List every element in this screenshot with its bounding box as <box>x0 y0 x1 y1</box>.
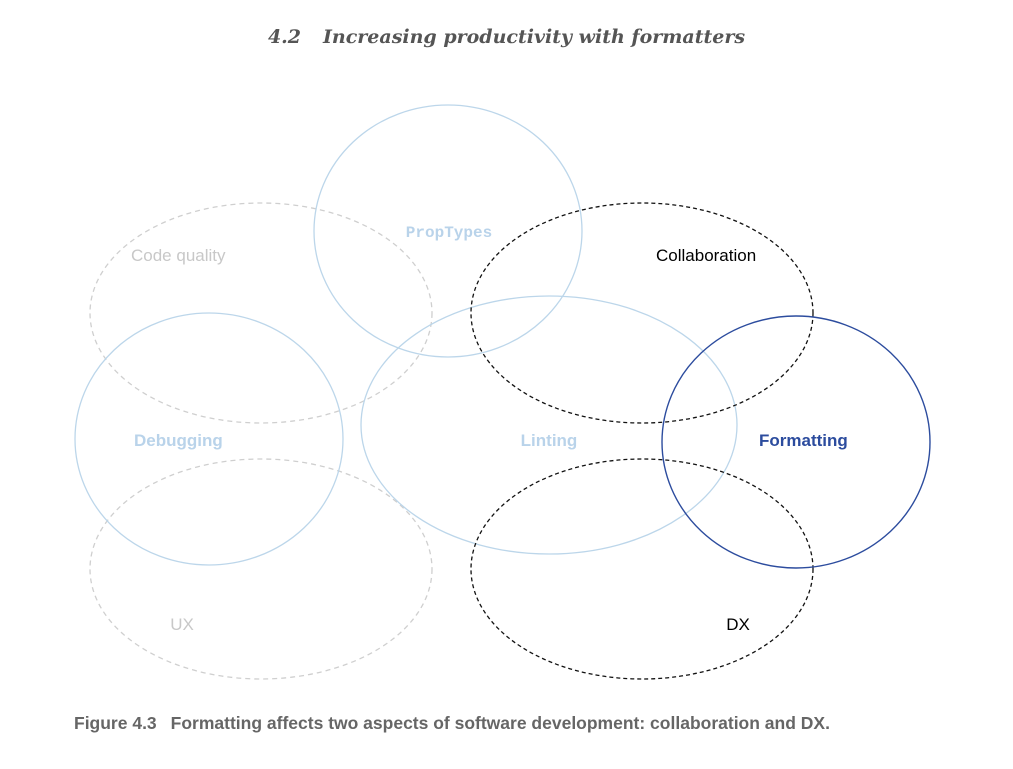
figure-number: Figure 4.3 <box>74 713 157 733</box>
running-header: 4.2 Increasing productivity with formatte… <box>0 26 1013 48</box>
linting-ellipse <box>360 295 738 555</box>
label-formatting: Formatting <box>759 431 848 450</box>
caption-text: Formatting affects two aspects of softwa… <box>170 713 830 733</box>
section-title: Increasing productivity with formatters <box>323 26 746 48</box>
label-linting: Linting <box>521 431 578 450</box>
figure-caption: Figure 4.3 Formatting affects two aspects… <box>74 713 994 734</box>
ux-ellipse <box>89 458 433 680</box>
code-quality-ellipse <box>89 202 433 424</box>
section-number: 4.2 <box>267 26 302 48</box>
label-ux: UX <box>170 615 194 634</box>
label-proptypes: PropTypes <box>406 224 492 242</box>
collaboration-ellipse <box>470 202 814 424</box>
label-debugging: Debugging <box>134 431 223 450</box>
formatting-circle <box>661 315 931 569</box>
label-code-quality: Code quality <box>131 246 226 265</box>
label-collaboration: Collaboration <box>656 246 756 265</box>
dx-ellipse <box>470 458 814 680</box>
label-dx: DX <box>726 615 750 634</box>
proptypes-circle <box>313 104 583 358</box>
debugging-circle <box>74 312 344 566</box>
